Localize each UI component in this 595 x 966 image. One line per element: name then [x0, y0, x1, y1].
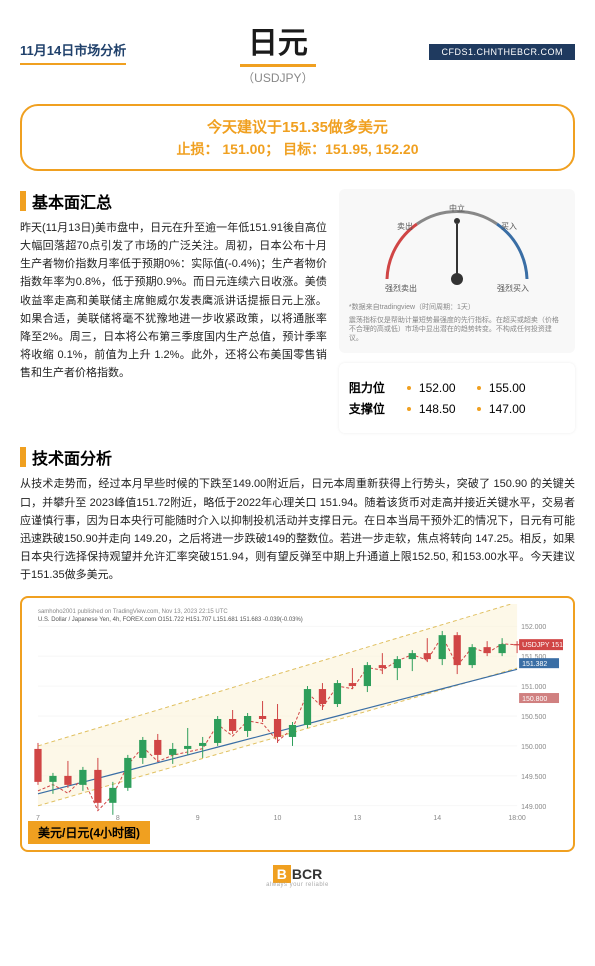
- resistance-2: 155.00: [489, 381, 539, 395]
- page-subtitle: （USDJPY）: [126, 69, 429, 86]
- support-row: 支撑位 148.50 147.00: [349, 400, 565, 417]
- svg-text:150.800: 150.800: [522, 696, 547, 703]
- svg-text:中立: 中立: [449, 203, 465, 213]
- date-label: 11月14日市场分析: [20, 40, 126, 65]
- support-1: 148.50: [419, 402, 469, 416]
- gauge-note2: 震荡指标仅是帮助计量短势最强度的先行指标。在超买或超卖（价格不合理的高或低）市场…: [349, 316, 565, 343]
- svg-text:150.500: 150.500: [521, 714, 546, 721]
- title-block: 日元 （USDJPY）: [126, 18, 429, 86]
- footer: BBCR always your reliable: [0, 852, 595, 898]
- svg-text:强烈卖出: 强烈卖出: [385, 283, 417, 293]
- svg-text:10: 10: [274, 815, 282, 822]
- sentiment-gauge: 中立 卖出 买入 强烈卖出 强烈买入 *数据来自tradingview（时间周期…: [339, 189, 575, 353]
- resistance-row: 阻力位 152.00 155.00: [349, 379, 565, 396]
- svg-text:152.000: 152.000: [521, 624, 546, 631]
- site-url: CFDS1.CHNTHEBCR.COM: [429, 44, 575, 60]
- technical-body: 从技术走势而，经过本月早些时候的下跌至149.00附近后，日元本周重新获得上行势…: [20, 475, 575, 584]
- gauge-svg: 中立 卖出 买入 强烈卖出 强烈买入: [367, 199, 547, 299]
- svg-text:9: 9: [196, 815, 200, 822]
- header: 11月14日市场分析 日元 （USDJPY） CFDS1.CHNTHEBCR.C…: [0, 0, 595, 94]
- resistance-1: 152.00: [419, 381, 469, 395]
- dot-icon: [477, 407, 481, 411]
- recommendation-box: 今天建议于151.35做多美元 止损： 151.00； 目标：151.95, 1…: [20, 104, 575, 171]
- svg-text:强烈买入: 强烈买入: [497, 284, 529, 293]
- recommendation-entry: 今天建议于151.35做多美元: [32, 116, 563, 137]
- svg-text:U.S. Dollar / Japanese Yen, 4h: U.S. Dollar / Japanese Yen, 4h, FOREX.co…: [38, 617, 303, 623]
- gauge-note1: *数据来自tradingview（时间周期：1天）: [349, 303, 565, 312]
- chart-caption: 美元/日元(4小时图): [28, 821, 150, 844]
- price-chart: 149.000149.500150.000150.500151.000151.5…: [28, 604, 567, 824]
- footer-tagline: always your reliable: [0, 882, 595, 888]
- svg-text:samhoho2001 published on Tradi: samhoho2001 published on TradingView.com…: [38, 609, 228, 615]
- dot-icon: [407, 386, 411, 390]
- fundamental-body: 昨天(11月13日)美市盘中，日元在升至逾一年低151.91後自高位大幅回落超7…: [20, 219, 327, 382]
- page-title: 日元: [240, 18, 316, 67]
- recommendation-levels: 止损： 151.00； 目标：151.95, 152.20: [32, 139, 563, 159]
- resistance-label: 阻力位: [349, 379, 399, 396]
- svg-text:18:00: 18:00: [508, 815, 526, 822]
- svg-text:13: 13: [354, 815, 362, 822]
- levels-box: 阻力位 152.00 155.00 支撑位 148.50 147.00: [339, 363, 575, 433]
- technical-title: 技术面分析: [20, 445, 575, 469]
- svg-text:卖出: 卖出: [397, 221, 413, 231]
- svg-text:151.000: 151.000: [521, 684, 546, 691]
- chart-container: 149.000149.500150.000150.500151.000151.5…: [20, 596, 575, 852]
- svg-text:149.000: 149.000: [521, 804, 546, 811]
- svg-text:买入: 买入: [501, 222, 517, 231]
- footer-logo: BBCR: [0, 866, 595, 882]
- dot-icon: [477, 386, 481, 390]
- svg-text:150.000: 150.000: [521, 744, 546, 751]
- support-label: 支撑位: [349, 400, 399, 417]
- support-2: 147.00: [489, 402, 539, 416]
- svg-text:USDJPY 151.683: USDJPY 151.683: [522, 642, 567, 649]
- svg-text:149.500: 149.500: [521, 774, 546, 781]
- fundamental-title: 基本面汇总: [20, 189, 327, 213]
- svg-text:14: 14: [433, 815, 441, 822]
- dot-icon: [407, 407, 411, 411]
- svg-text:151.382: 151.382: [522, 661, 547, 668]
